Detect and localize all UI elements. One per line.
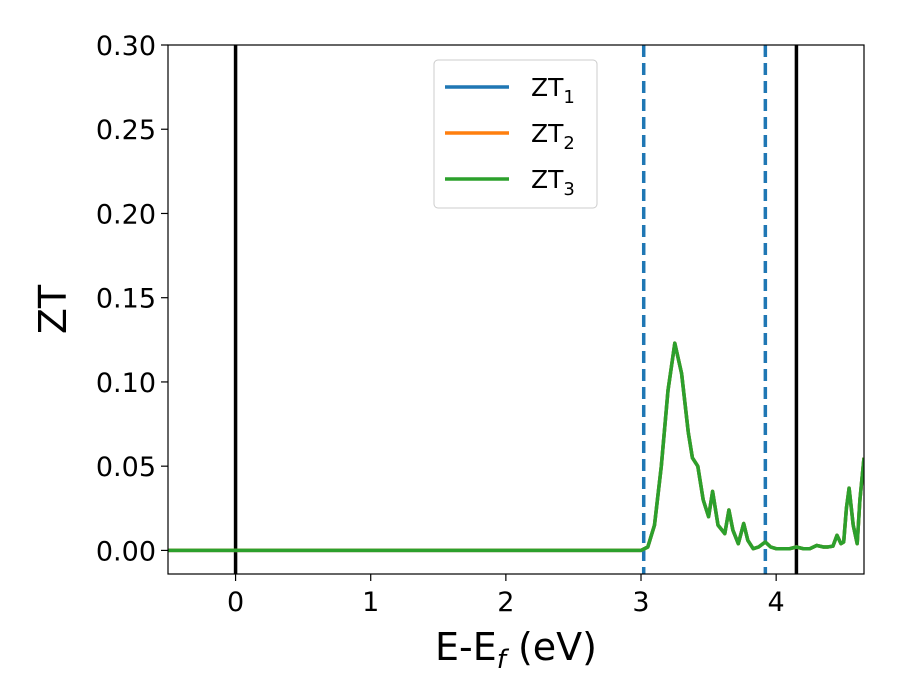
legend-box [433, 59, 598, 209]
x-tick-label: 0 [227, 587, 244, 618]
x-tick-label: 4 [768, 587, 785, 618]
y-axis-label: ZT [31, 284, 75, 334]
series-line-zt1 [168, 341, 864, 553]
y-tick-label: 0.05 [96, 452, 156, 483]
x-tick-label: 1 [362, 587, 379, 618]
y-tick-label: 0.10 [96, 368, 156, 399]
y-tick-label: 0.30 [96, 31, 156, 62]
legend-label: ZT1 [531, 73, 575, 108]
legend-entries: ZT1 ZT2 ZT3 [445, 73, 575, 200]
x-axis-ticks: 0 1 2 3 4 [227, 574, 785, 618]
plot-frame [167, 44, 865, 575]
legend-entry-zt2: ZT2 [445, 119, 575, 154]
vertical-lines [233, 45, 799, 574]
y-tick-label: 0.15 [96, 284, 156, 315]
series-lines [168, 341, 864, 553]
series-line-zt2 [168, 341, 864, 553]
y-tick-label: 0.00 [96, 536, 156, 567]
legend-label: ZT3 [531, 165, 575, 200]
y-axis-ticks: 0.00 0.05 0.10 0.15 0.20 0.25 0.30 [96, 31, 168, 567]
y-tick-label: 0.20 [96, 199, 156, 230]
x-tick-label: 3 [632, 587, 649, 618]
series-line-zt3 [168, 341, 864, 553]
legend-entry-zt3: ZT3 [445, 165, 575, 200]
x-axis-label-unit: (eV) [506, 625, 597, 669]
legend-label: ZT2 [531, 119, 575, 154]
y-tick-label: 0.25 [96, 115, 156, 146]
x-axis-label-main: E-E [435, 625, 497, 669]
x-tick-label: 2 [497, 587, 514, 618]
x-axis-label: E-Ef (eV) [435, 625, 597, 675]
legend: ZT1 ZT2 ZT3 [433, 59, 598, 209]
legend-entry-zt1: ZT1 [445, 73, 575, 108]
